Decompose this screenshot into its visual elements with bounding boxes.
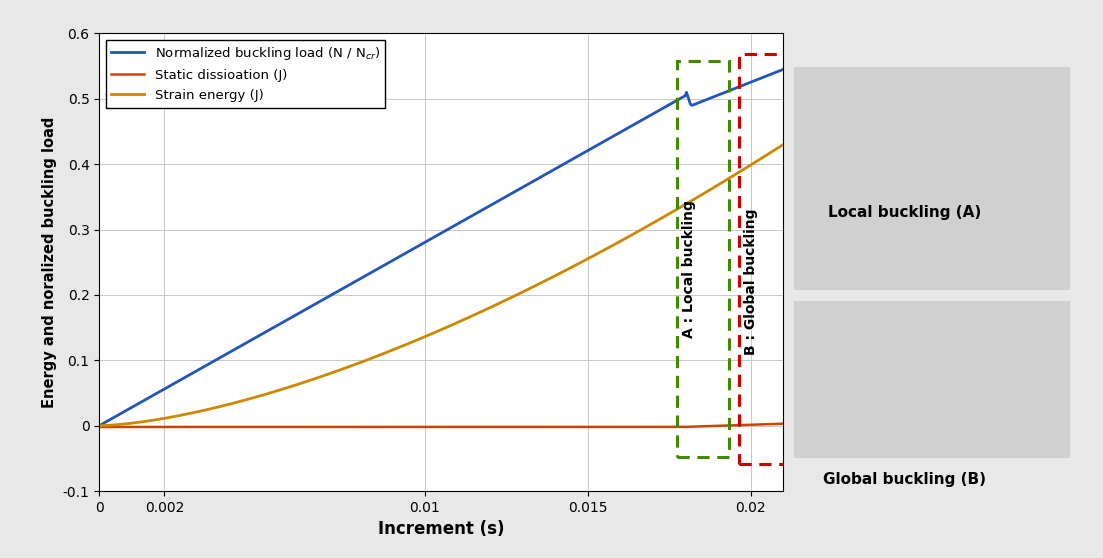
Line: Normalized buckling load (N / N$_{cr}$): Normalized buckling load (N / N$_{cr}$) bbox=[99, 69, 783, 426]
Strain energy (J) bbox=[653, 216, 666, 223]
Static dissioation (J) bbox=[658, 424, 672, 430]
Line: Strain energy (J): Strain energy (J) bbox=[99, 145, 783, 426]
Static dissioation (J) bbox=[186, 424, 200, 430]
Legend: Normalized buckling load (N / N$_{cr}$), Static dissioation (J), Strain energy (: Normalized buckling load (N / N$_{cr}$),… bbox=[106, 40, 385, 108]
Static dissioation (J) bbox=[777, 420, 790, 427]
Normalized buckling load (N / N$_{cr}$) bbox=[704, 95, 717, 102]
Normalized buckling load (N / N$_{cr}$) bbox=[732, 84, 746, 90]
Normalized buckling load (N / N$_{cr}$) bbox=[777, 66, 790, 73]
Strain energy (J) bbox=[93, 422, 106, 429]
Static dissioation (J) bbox=[93, 424, 106, 430]
Strain energy (J) bbox=[760, 152, 773, 158]
Normalized buckling load (N / N$_{cr}$) bbox=[353, 276, 366, 282]
Normalized buckling load (N / N$_{cr}$) bbox=[244, 337, 257, 344]
Strain energy (J) bbox=[462, 314, 475, 320]
Text: A : Local buckling: A : Local buckling bbox=[682, 200, 696, 338]
Normalized buckling load (N / N$_{cr}$) bbox=[757, 74, 770, 81]
Bar bbox=[677, 61, 729, 457]
Normalized buckling load (N / N$_{cr}$) bbox=[770, 69, 783, 75]
Static dissioation (J) bbox=[654, 424, 667, 430]
Normalized buckling load (N / N$_{cr}$) bbox=[93, 422, 106, 429]
Text: Local buckling (A): Local buckling (A) bbox=[828, 205, 981, 219]
Strain energy (J) bbox=[777, 141, 790, 148]
Static dissioation (J) bbox=[346, 424, 360, 430]
Line: Static dissioation (J): Static dissioation (J) bbox=[99, 424, 783, 427]
Text: B : Global buckling: B : Global buckling bbox=[743, 209, 758, 355]
X-axis label: Increment (s): Increment (s) bbox=[378, 520, 504, 538]
Static dissioation (J) bbox=[400, 424, 414, 430]
Strain energy (J) bbox=[417, 334, 430, 340]
Static dissioation (J) bbox=[582, 424, 596, 430]
Text: Global buckling (B): Global buckling (B) bbox=[823, 473, 986, 487]
Y-axis label: Energy and noralized buckling load: Energy and noralized buckling load bbox=[42, 117, 57, 408]
Bar bbox=[739, 54, 791, 464]
Strain energy (J) bbox=[421, 332, 435, 339]
Strain energy (J) bbox=[500, 296, 513, 303]
